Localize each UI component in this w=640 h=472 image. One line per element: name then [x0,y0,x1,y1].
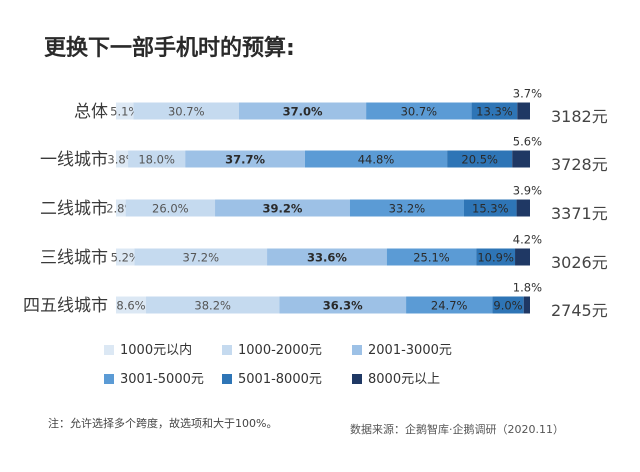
legend-label: 1000元以内 [120,342,192,358]
data-label: 37.0% [283,105,323,119]
bar-segment [116,102,134,120]
footnote: 注：允许选择多个跨度，故选项和大于100%。 [48,416,277,430]
bar-segment [128,150,186,168]
bar-segment [463,199,517,217]
data-label: 1.8% [513,281,542,295]
data-label: 9.0% [493,299,522,313]
bar-segment [116,296,147,314]
legend: 1000元以内 1000-2000元 2001-3000元 3001-5000元 500… [104,342,452,387]
legend-swatch [104,345,114,355]
legend-swatch [222,345,232,355]
bar-segment [239,102,367,120]
data-label: 18.0% [138,153,175,167]
data-label: 33.6% [307,251,347,265]
data-label: 8.6% [116,299,145,313]
row-label: 总体 [74,102,108,122]
legend-swatch [222,374,232,384]
data-label: 3.7% [513,87,542,101]
data-label: 30.7% [168,105,205,119]
bar-segment [125,199,216,217]
legend-swatch [104,374,114,384]
data-label: 4.2% [513,233,542,247]
bar-segment [116,248,135,266]
chart-title: 更换下一部手机时的预算: [44,35,295,61]
bar-segment [116,199,126,217]
bar-segment [386,248,477,266]
data-label: 25.1% [413,251,450,265]
legend-label: 2001-3000元 [368,343,452,358]
row-label: 三线城市 [40,248,108,268]
bar-segment [349,199,464,217]
legend-label: 5001-8000元 [238,372,322,387]
bar-segment [215,199,350,217]
bar-segment [471,102,518,120]
data-label: 38.2% [194,299,231,313]
data-label: 36.3% [323,299,363,313]
average-budget: 3182元 [551,107,608,126]
data-label: 13.3% [476,105,513,119]
data-label: 30.7% [401,105,438,119]
data-label: 37.7% [225,153,265,167]
bar-segment [512,150,530,168]
bar-segment [185,150,305,168]
bar-segment [406,296,493,314]
bar-segment [133,102,239,120]
legend-label: 1000-2000元 [238,343,322,358]
bar-segment [304,150,448,168]
data-label: 3.9% [513,184,542,198]
bar-segment [116,150,129,168]
bar-segment [517,102,530,120]
data-label: 26.0% [152,202,189,216]
bar-segment [134,248,268,266]
legend-label: 3001-5000元 [120,372,204,387]
data-label: 33.2% [389,202,426,216]
row-label: 二线城市 [40,199,108,219]
average-budget: 3728元 [551,155,608,174]
data-label: 5.2% [111,251,140,265]
legend-swatch [352,374,362,384]
data-label: 37.2% [183,251,220,265]
data-source: 数据来源：企鹅智库·企鹅调研（2020.11） [350,422,564,436]
data-label: 5.1% [110,105,139,119]
row-label: 一线城市 [40,150,108,170]
data-label: 39.2% [262,202,302,216]
bar-segment [523,296,530,314]
legend-swatch [352,345,362,355]
bar-segment [279,296,407,314]
bar-segment [492,296,524,314]
data-label: 15.3% [472,202,509,216]
bar-segment [366,102,472,120]
data-label: 44.8% [358,153,395,167]
bar-segment [447,150,513,168]
bar-segment [146,296,280,314]
data-label: 20.5% [461,153,498,167]
average-budget: 2745元 [551,301,608,320]
data-label: 24.7% [431,299,468,313]
bar-segment [476,248,516,266]
average-budget: 3371元 [551,204,608,223]
bar-segment [267,248,387,266]
bar-segment [516,199,530,217]
bar-segment [515,248,530,266]
data-label: 10.9% [477,251,514,265]
row-label: 四五线城市 [23,296,108,316]
data-label: 5.6% [513,135,542,149]
average-budget: 3026元 [551,253,608,272]
legend-label: 8000元以上 [368,372,440,387]
